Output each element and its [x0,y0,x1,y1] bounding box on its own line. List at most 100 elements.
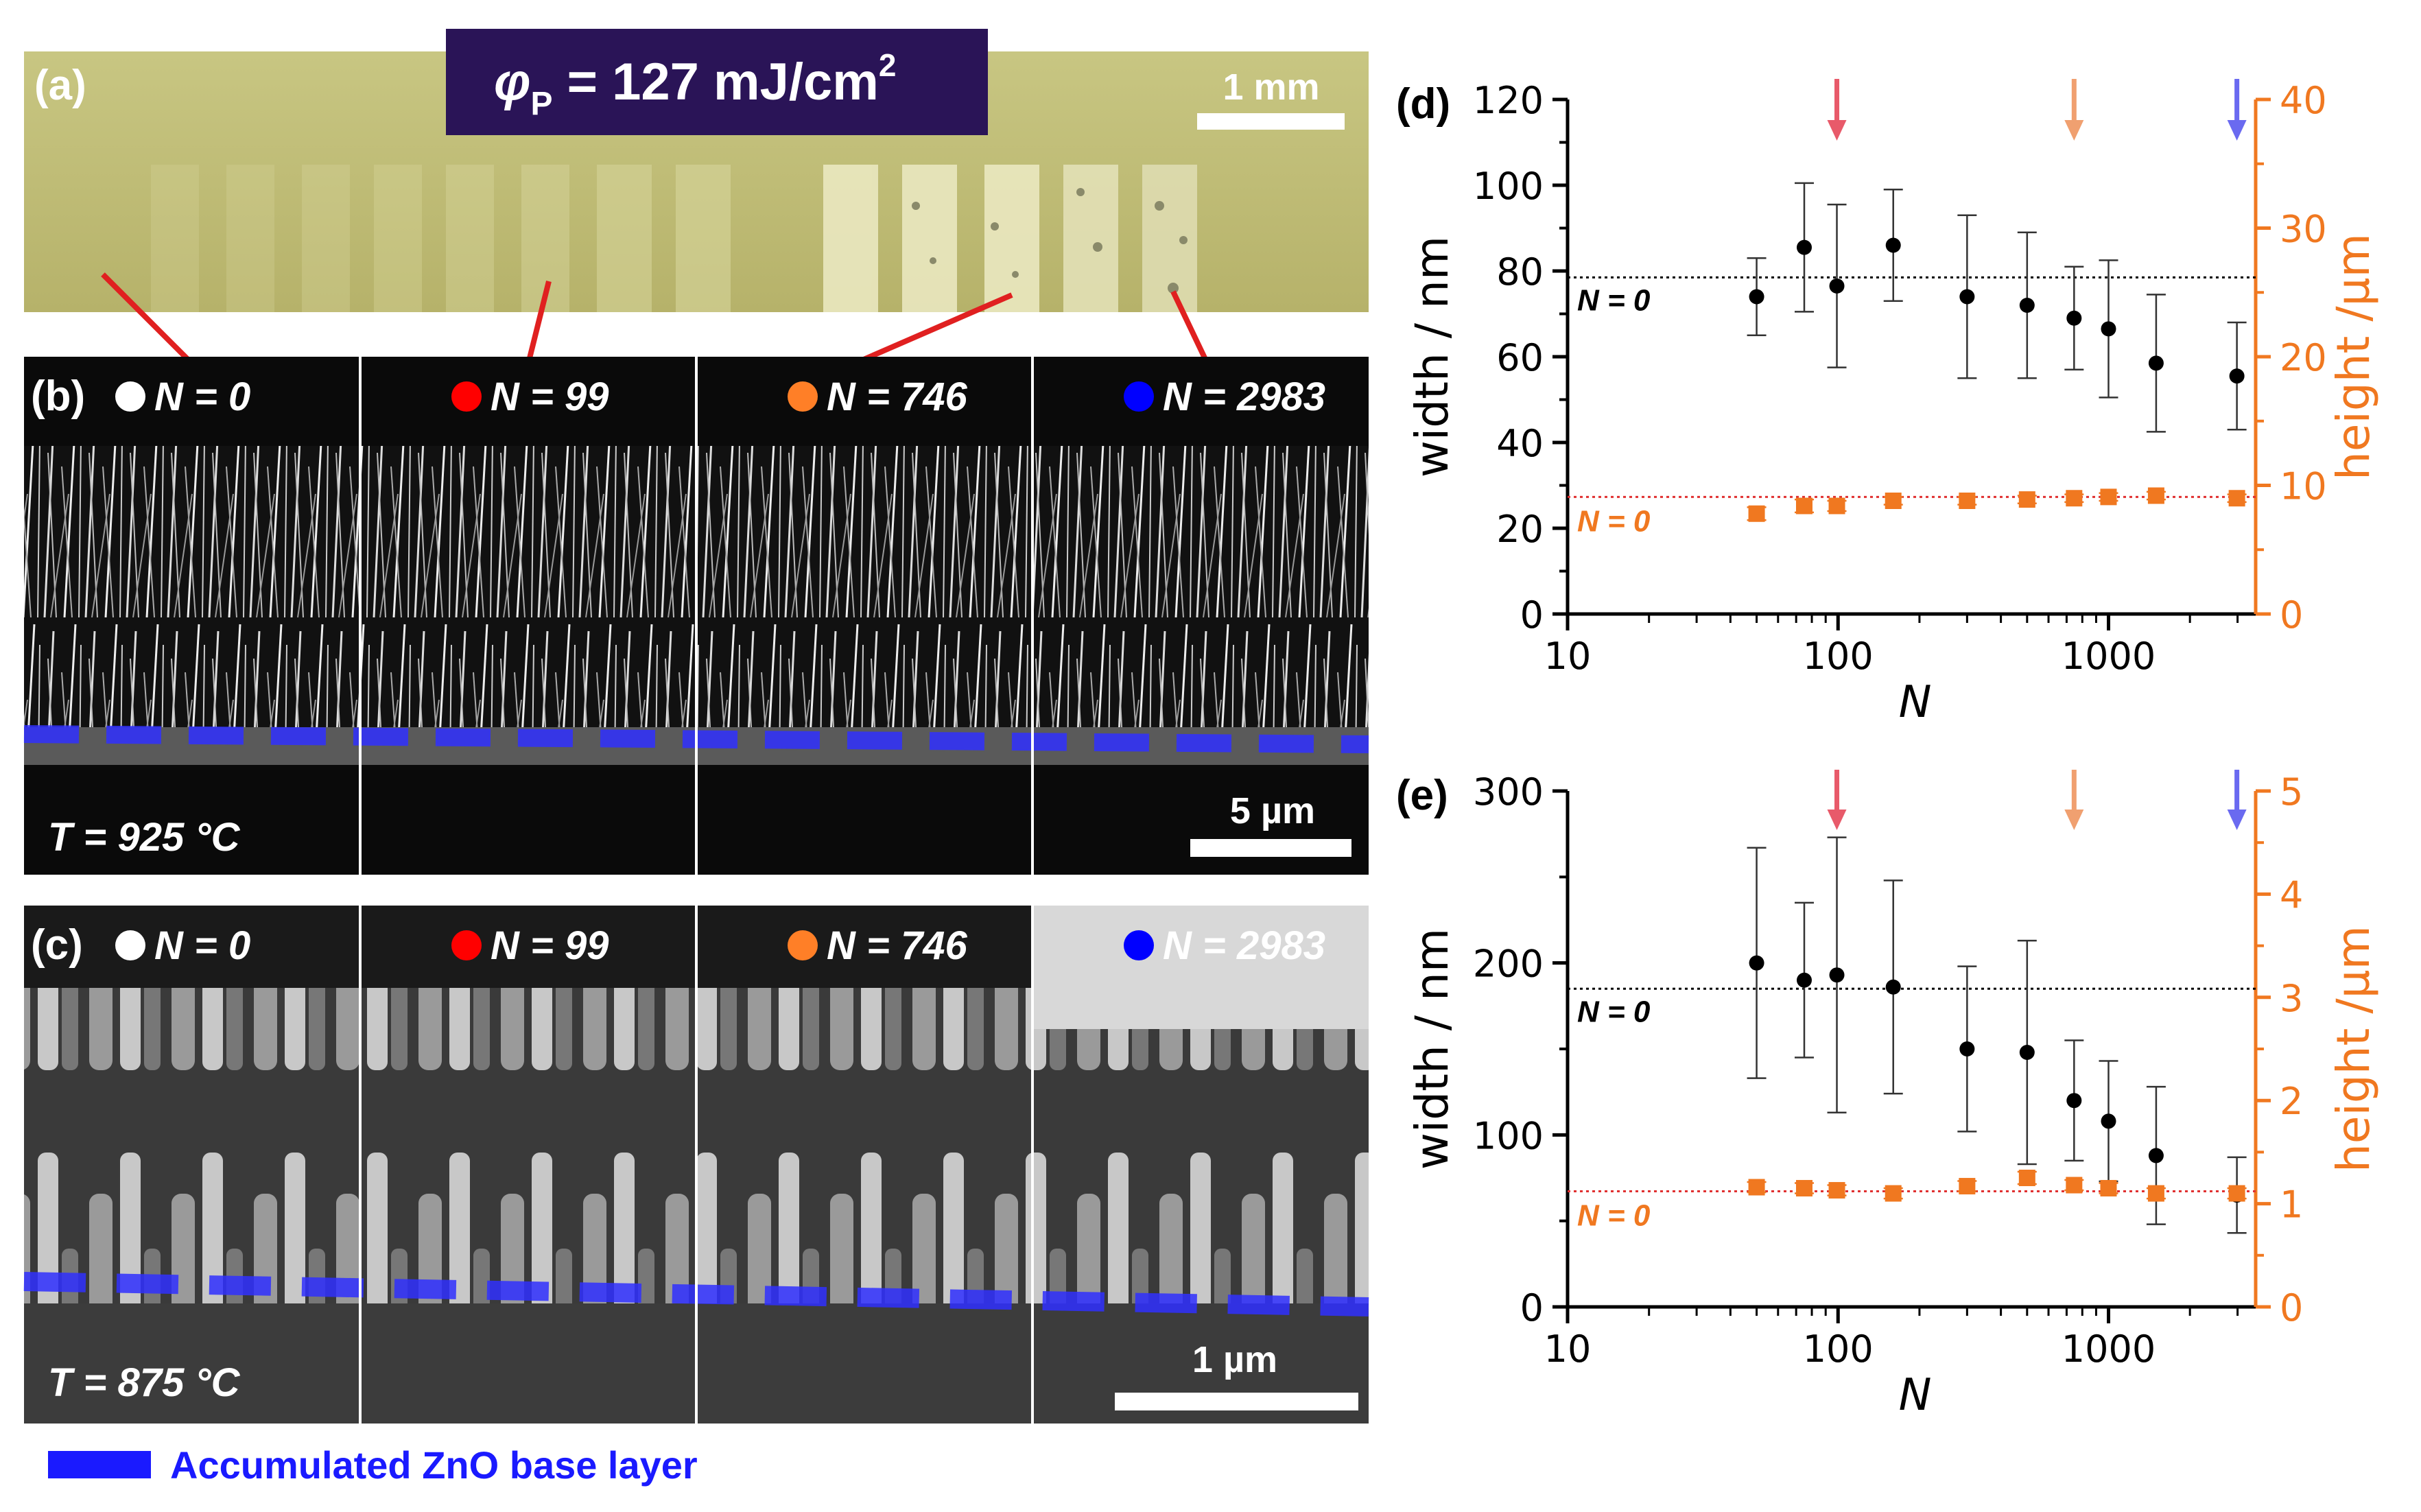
x-tick-label: 1000 [2062,635,2156,678]
y-tick-label: 0 [1520,593,1544,637]
height-point [1959,493,1976,509]
reference-label: N = 0 [1577,1199,1651,1233]
legend-text: Accumulated ZnO base layer [170,1443,698,1487]
sample-arrow-head [2227,810,2247,830]
reference-label: N = 0 [1577,995,1651,1028]
y2-tick-label: 20 [2280,336,2327,379]
y2-tick-label: 0 [2280,593,2303,637]
height-point [1885,493,1902,509]
stripe-spots [912,188,1188,294]
panel-b-sample-dot-3 [1124,381,1154,412]
x-tick-label: 100 [1803,1327,1874,1371]
x-tick-label: 100 [1803,635,1874,678]
height-point [2018,1170,2035,1186]
y-tick-label: 0 [1520,1286,1544,1330]
sample-arrow-head [2227,120,2247,141]
y2-tick-label: 1 [2280,1183,2303,1227]
y2-axis-title: height /µm [2327,925,2380,1172]
panel-b-label: (b) [31,373,85,420]
width-point [1749,289,1764,305]
panel-c-scalebar [1115,1393,1358,1410]
base-layer-legend: Accumulated ZnO base layer [48,1443,698,1487]
sample-arrow-head [2064,810,2084,830]
height-point [1748,505,1765,522]
panel-b-scalebar-label: 5 µm [1230,790,1315,831]
y2-tick-label: 0 [2280,1286,2303,1330]
y-axis-title: width / nm [1406,236,1458,477]
fluence-value: = 127 mJ/cm [553,53,879,111]
y2-tick-label: 3 [2280,977,2303,1020]
width-point [1796,239,1812,255]
fluence-title: φP = 127 mJ/cm2 [494,47,896,122]
y-tick-label: 300 [1473,770,1544,814]
width-point [1749,955,1764,971]
reference-label: N = 0 [1577,504,1651,538]
panel-c-temperature: T = 875 °C [48,1360,241,1405]
x-tick-label: 10 [1544,1327,1592,1371]
sample-arrow-head [1827,810,1847,830]
panel-c-sample-dot-2 [788,930,818,960]
panel-c-sample-dot-3 [1124,930,1154,960]
width-point [1829,967,1845,983]
panel-b-temperature: T = 925 °C [48,815,241,860]
width-point [1885,979,1901,995]
height-point [2147,1185,2164,1202]
width-point [1829,278,1845,294]
height-point [1795,497,1812,515]
width-point [2066,1093,2082,1109]
height-point [1828,1182,1845,1199]
height-point [1795,1180,1812,1197]
panel-b-sample-dot-0 [115,381,145,412]
y2-tick-label: 30 [2280,208,2327,251]
panel-b-samples: N = 0 N = 99 N = 746 N = 2983 [115,375,1325,419]
pointer-lines [101,272,1210,366]
width-point [2101,1113,2116,1129]
y-tick-label: 200 [1473,943,1544,986]
y-tick-label: 120 [1473,79,1544,122]
height-point [2228,490,2245,507]
x-axis-title: N [1899,1370,1932,1421]
panel-b-dividers [359,357,1034,875]
height-point [1828,497,1845,515]
x-tick-label: 1000 [2062,1327,2156,1371]
panel-c-scalebar-label: 1 µm [1192,1339,1277,1380]
panel-b-scalebar [1190,839,1351,857]
y-tick-label: 100 [1473,165,1544,208]
width-point [2019,298,2035,313]
panel-c-sample-N-label-3: N = 2983 [1163,923,1325,968]
panel-b-sample-N-label-0: N = 0 [154,375,250,419]
width-point [2101,321,2116,337]
panel-b: (b) N = 0 N = 99 N = 746 N = 2983 T = 925 °… [23,357,1369,875]
y2-tick-label: 4 [2280,873,2303,917]
panel-c-sample-dot-0 [115,930,145,960]
width-point [1885,237,1901,253]
tape-stripes [151,165,1197,312]
y-tick-label: 80 [1496,250,1544,294]
height-point [2100,1180,2117,1197]
width-point [2148,355,2164,371]
legend-swatch [48,1451,151,1478]
fluence-superscript: 2 [879,47,897,83]
width-point [2066,310,2082,326]
panel-c-samples: N = 0 N = 99 N = 746 N = 2983 [115,923,1325,968]
panel-b-sample-N-label-3: N = 2983 [1163,375,1325,419]
panel-b-sample-N-label-2: N = 746 [827,375,967,419]
panel-c-sample-N-label-1: N = 99 [491,923,609,968]
panel-label: (d) [1396,80,1450,128]
panel-c-sample-N-label-0: N = 0 [154,923,250,968]
height-point [1959,1178,1976,1195]
x-tick-label: 10 [1544,635,1592,678]
y-tick-label: 20 [1496,508,1544,551]
reference-label: N = 0 [1577,283,1651,317]
panel-label: (e) [1396,772,1448,819]
width-point [1796,972,1812,988]
panel-b-sample-dot-2 [788,381,818,412]
y-tick-label: 40 [1496,422,1544,465]
y2-tick-label: 2 [2280,1080,2303,1123]
height-point [1748,1179,1765,1196]
y2-axis-title: height /µm [2327,233,2380,480]
width-point [1959,289,1975,305]
height-point [2100,488,2117,506]
panel-c-bright-top [1032,906,1369,1029]
